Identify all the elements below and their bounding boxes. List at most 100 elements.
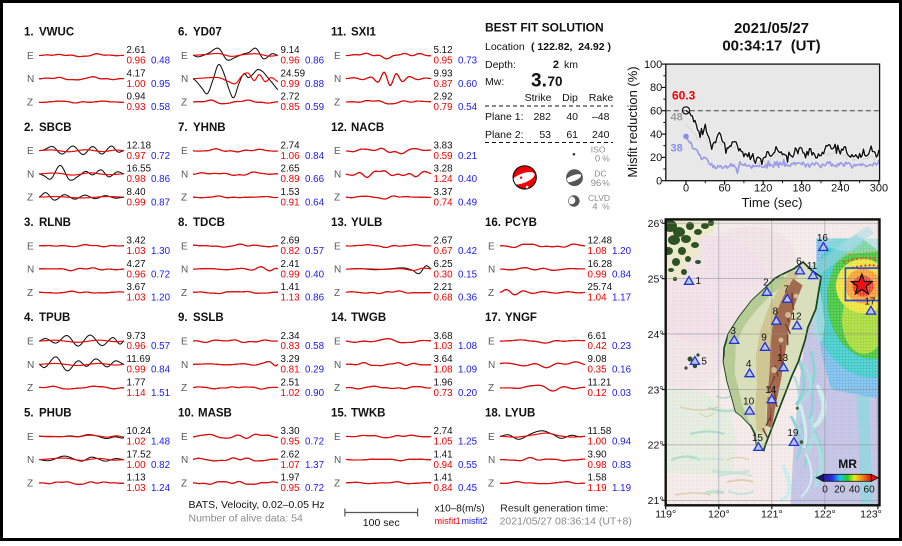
svg-text:10.: 10. (178, 408, 194, 420)
svg-text:0.98: 0.98 (588, 460, 608, 471)
svg-text:53: 53 (539, 129, 551, 141)
svg-text:Mw:: Mw: (485, 76, 504, 88)
svg-text:Z: Z (27, 478, 33, 489)
svg-text:0.99: 0.99 (127, 197, 146, 208)
svg-text:0.58: 0.58 (151, 102, 171, 113)
svg-text:12: 12 (790, 311, 802, 322)
svg-text:E: E (181, 337, 188, 348)
svg-text:1.02: 1.02 (281, 388, 300, 399)
svg-text:40: 40 (566, 111, 578, 123)
svg-text:0.86: 0.86 (305, 56, 325, 67)
svg-text:2.92: 2.92 (434, 92, 453, 103)
svg-text:0.84: 0.84 (434, 483, 454, 494)
svg-text:8: 8 (773, 307, 779, 318)
svg-text:0.16: 0.16 (612, 365, 632, 376)
svg-text:12.18: 12.18 (127, 140, 152, 151)
svg-text:0.64: 0.64 (305, 197, 325, 208)
svg-text:N: N (181, 169, 188, 180)
svg-text:1.41: 1.41 (434, 473, 453, 484)
svg-text:240: 240 (592, 129, 610, 141)
svg-text:0.99: 0.99 (281, 79, 300, 90)
svg-text:CLVD: CLVD (588, 193, 610, 203)
svg-text:10.24: 10.24 (127, 426, 152, 437)
svg-text:9.14: 9.14 (281, 45, 301, 56)
svg-text:0: 0 (683, 183, 689, 195)
svg-text:180: 180 (793, 183, 811, 195)
svg-text:2.61: 2.61 (127, 45, 146, 56)
svg-text:Z: Z (488, 288, 494, 299)
svg-text:N: N (181, 360, 188, 371)
svg-text:E: E (334, 337, 341, 348)
svg-text:4: 4 (746, 359, 752, 370)
svg-text:5: 5 (701, 356, 707, 367)
svg-text:VWUC: VWUC (39, 27, 74, 39)
svg-text:0.59: 0.59 (434, 151, 453, 162)
svg-text:0.95: 0.95 (281, 483, 301, 494)
svg-text:3.30: 3.30 (281, 426, 301, 437)
svg-text:E: E (181, 241, 188, 252)
svg-text:MASB: MASB (198, 408, 232, 420)
svg-text:0.49: 0.49 (458, 197, 477, 208)
svg-text:E: E (334, 241, 341, 252)
svg-text:3: 3 (730, 326, 736, 337)
svg-text:2.62: 2.62 (281, 449, 300, 460)
svg-text:9.08: 9.08 (588, 354, 608, 365)
svg-text:Z: Z (27, 97, 33, 108)
svg-text:Location: Location (485, 41, 525, 53)
svg-text:Dip: Dip (562, 92, 578, 104)
svg-text:E: E (334, 146, 341, 157)
svg-text:4.: 4. (24, 312, 34, 324)
svg-text:BATS, Velocity, 0.02–0.05 Hz: BATS, Velocity, 0.02–0.05 Hz (189, 499, 325, 511)
svg-text:0.36: 0.36 (458, 293, 478, 304)
svg-text:2.34: 2.34 (281, 331, 301, 342)
svg-text:1.07: 1.07 (281, 460, 300, 471)
svg-text:0.94: 0.94 (127, 92, 147, 103)
svg-text:7.: 7. (178, 122, 188, 134)
svg-text:0.81: 0.81 (281, 365, 300, 376)
svg-text:120: 120 (754, 183, 772, 195)
svg-text:23°: 23° (648, 384, 664, 396)
svg-text:15: 15 (752, 433, 764, 444)
svg-text:1.09: 1.09 (458, 365, 477, 376)
svg-text:E: E (181, 432, 188, 443)
svg-text:Depth:: Depth: (485, 59, 516, 71)
svg-text:60: 60 (864, 485, 876, 496)
svg-text:60.3: 60.3 (672, 89, 696, 103)
svg-text:1.48: 1.48 (151, 437, 171, 448)
svg-text:9: 9 (761, 333, 767, 344)
svg-text:1.08: 1.08 (434, 365, 454, 376)
svg-text:N: N (488, 455, 495, 466)
svg-text:Z: Z (181, 288, 187, 299)
svg-text:1.96: 1.96 (434, 378, 454, 389)
svg-text:14: 14 (765, 385, 777, 396)
svg-text:E: E (27, 432, 34, 443)
svg-text:YNGF: YNGF (505, 312, 537, 324)
svg-text:12.: 12. (331, 122, 347, 134)
svg-text:120°: 120° (708, 509, 730, 521)
svg-text:0.30: 0.30 (434, 269, 454, 280)
svg-text:3.83: 3.83 (434, 140, 454, 151)
svg-text:Z: Z (181, 193, 187, 204)
svg-text:240: 240 (831, 183, 849, 195)
svg-text:0.03: 0.03 (612, 388, 632, 399)
svg-text:16.: 16. (485, 217, 501, 229)
svg-text:Z: Z (181, 383, 187, 394)
svg-text:3.42: 3.42 (127, 236, 146, 247)
svg-text:26°: 26° (648, 218, 664, 230)
svg-text:2.21: 2.21 (434, 282, 453, 293)
svg-text:70: 70 (548, 74, 563, 89)
svg-text:Z: Z (27, 383, 33, 394)
svg-text:61: 61 (566, 129, 578, 141)
svg-text:3.: 3. (531, 71, 547, 92)
svg-text:E: E (488, 337, 495, 348)
svg-text:0.84: 0.84 (151, 365, 171, 376)
svg-text:1.41: 1.41 (281, 282, 300, 293)
svg-text:7: 7 (784, 285, 790, 296)
svg-text:2.65: 2.65 (281, 164, 301, 175)
svg-text:0.73: 0.73 (434, 388, 454, 399)
svg-text:0.40: 0.40 (458, 174, 478, 185)
svg-text:–48: –48 (592, 111, 610, 123)
svg-text:2.67: 2.67 (434, 236, 453, 247)
svg-text:0.40: 0.40 (305, 269, 325, 280)
svg-text:25.74: 25.74 (588, 282, 613, 293)
